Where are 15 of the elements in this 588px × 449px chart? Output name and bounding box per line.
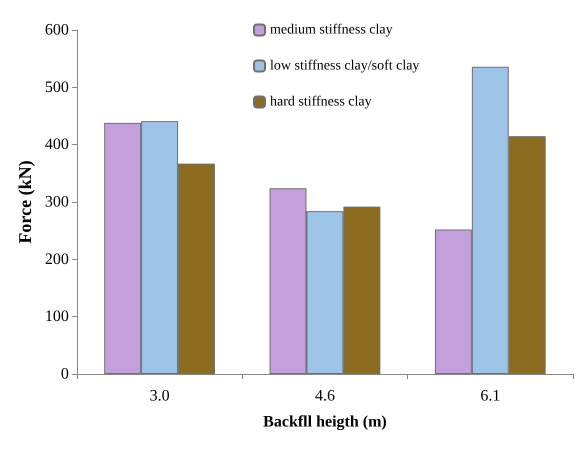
legend-label: hard stiffness clay xyxy=(270,94,372,110)
y-tick-label: 500 xyxy=(44,78,69,96)
x-tick-label: 4.6 xyxy=(314,388,335,404)
y-tick-label: 600 xyxy=(44,22,69,38)
y-tick-label: 0 xyxy=(60,366,69,382)
y-tick-label: 300 xyxy=(44,194,69,210)
y-tick-label: 400 xyxy=(44,136,69,154)
x-axis-title: Backfll heigth (m) xyxy=(263,414,387,430)
y-axis-title: Force (kN) xyxy=(15,160,35,244)
x-tick-label: 6.1 xyxy=(480,388,500,404)
legend-label: medium stiffness clay xyxy=(270,22,393,38)
legend-label: low stiffness clay/soft clay xyxy=(270,58,420,74)
y-tick-label: 100 xyxy=(44,308,69,326)
x-tick-label: 3.0 xyxy=(150,388,170,404)
y-tick-label: 200 xyxy=(44,250,69,268)
